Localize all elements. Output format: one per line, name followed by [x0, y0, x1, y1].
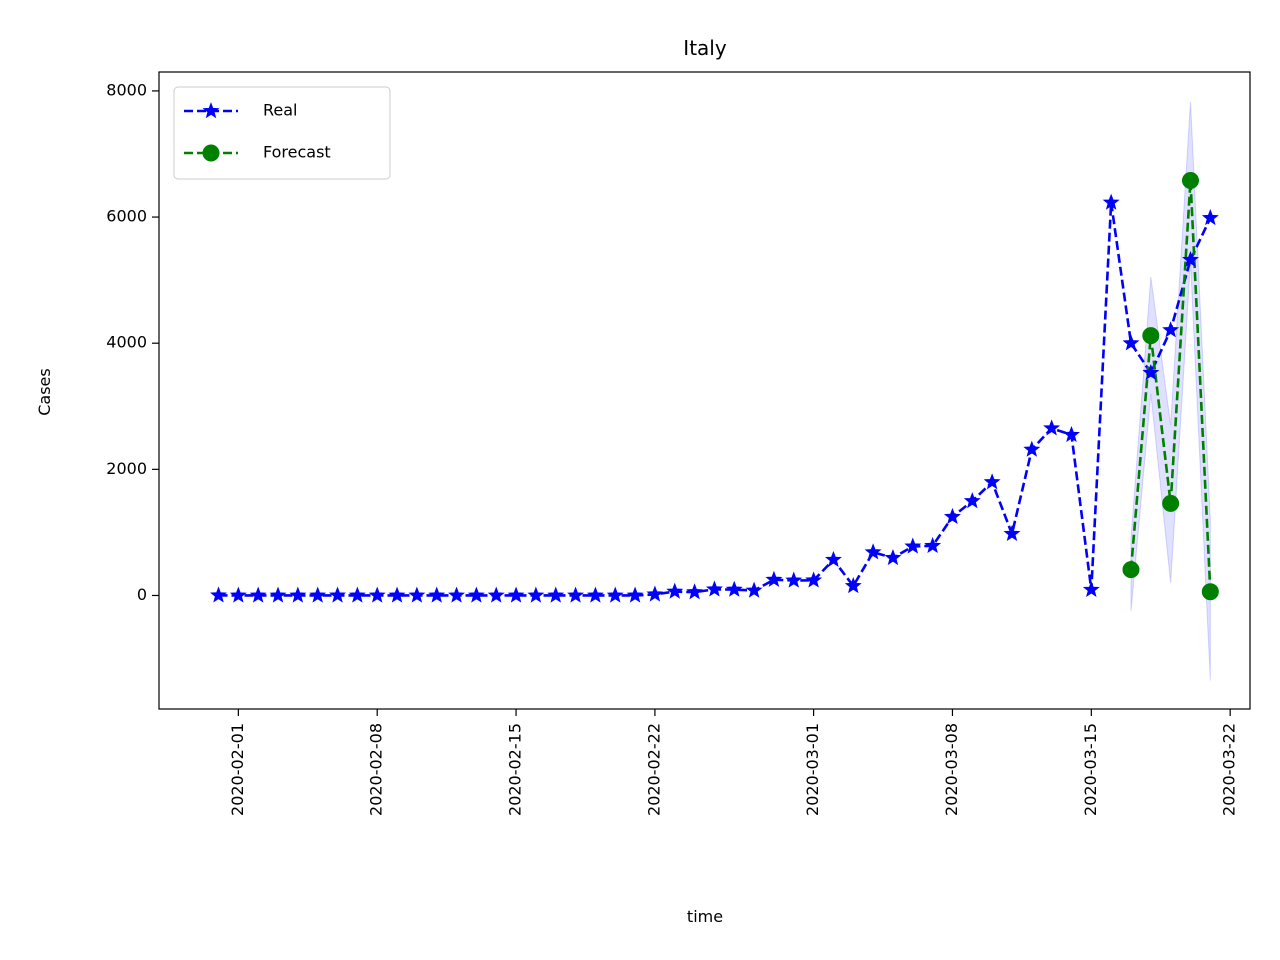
data-point-real — [1201, 209, 1219, 226]
y-tick-label: 6000 — [106, 207, 147, 226]
data-point-real — [1182, 250, 1199, 268]
data-point-real — [586, 586, 604, 603]
plot-frame — [158, 71, 1251, 710]
legend-marker-real — [202, 102, 220, 119]
data-point-real — [924, 536, 942, 554]
series-markers-layer — [210, 171, 1219, 603]
x-tick-label: 2020-02-08 — [367, 723, 386, 816]
data-point-real — [408, 586, 426, 603]
data-point-real — [666, 582, 684, 599]
data-point-real — [567, 586, 585, 603]
data-point-real — [487, 586, 505, 603]
data-point-real — [507, 586, 525, 603]
data-point-real — [943, 507, 961, 525]
data-point-real — [249, 586, 267, 603]
data-point-real — [725, 580, 743, 597]
data-point-real — [1162, 321, 1180, 338]
data-point-real — [983, 473, 1001, 490]
data-point-real — [1043, 419, 1061, 436]
x-tick-label: 2020-03-08 — [942, 723, 961, 816]
y-tick-label: 4000 — [106, 333, 147, 352]
data-point-real — [348, 586, 366, 603]
y-tick-label: 2000 — [106, 459, 147, 478]
x-tick-label: 2020-03-01 — [803, 723, 822, 816]
legend: Real Forecast — [173, 86, 391, 180]
forecast-interval-band — [1130, 101, 1211, 681]
data-point-real — [626, 586, 644, 603]
data-point-real — [329, 586, 346, 603]
data-point-real — [606, 586, 624, 603]
x-tick-label: 2020-02-01 — [228, 723, 247, 816]
data-point-forecast — [1181, 171, 1199, 189]
data-point-forecast — [1142, 327, 1160, 345]
y-tick-label: 0 — [137, 585, 147, 604]
y-axis-ticks: 0 2000 4000 6000 8000 — [106, 80, 159, 604]
x-axis-label: time — [687, 907, 723, 926]
data-point-real — [1063, 425, 1080, 443]
data-point-real — [1142, 363, 1160, 381]
data-point-real — [368, 586, 386, 603]
data-point-real — [210, 586, 227, 603]
data-point-real — [1023, 440, 1041, 457]
data-point-real — [686, 583, 704, 600]
chart-title: Italy — [683, 36, 727, 60]
data-point-real — [963, 492, 981, 509]
data-point-real — [467, 586, 485, 603]
data-point-real — [765, 570, 783, 587]
data-point-real — [547, 586, 565, 603]
legend-label-forecast: Forecast — [263, 143, 331, 162]
data-point-real — [705, 580, 723, 597]
forecast-interval-layer — [1130, 101, 1211, 681]
data-point-real — [388, 586, 406, 603]
data-point-real — [805, 571, 823, 588]
data-point-forecast — [1162, 494, 1180, 512]
x-tick-label: 2020-02-15 — [506, 723, 525, 816]
data-point-real — [844, 577, 862, 594]
data-point-real — [864, 543, 882, 560]
data-point-real — [1102, 193, 1120, 210]
y-axis-label: Cases — [35, 368, 54, 416]
legend-marker-forecast — [202, 144, 220, 162]
data-point-real — [309, 586, 327, 603]
data-point-real — [785, 571, 803, 588]
data-point-real — [745, 581, 763, 598]
data-point-real — [824, 550, 842, 567]
data-point-real — [1003, 524, 1021, 542]
data-point-forecast — [1122, 561, 1140, 579]
x-tick-label: 2020-03-15 — [1081, 723, 1100, 816]
x-tick-label: 2020-02-22 — [644, 723, 663, 816]
data-point-real — [904, 537, 922, 554]
data-point-real — [289, 586, 307, 603]
data-point-real — [884, 548, 902, 566]
data-point-real — [448, 586, 466, 603]
data-point-real — [646, 585, 664, 602]
data-point-real — [527, 586, 545, 603]
data-point-real — [1122, 334, 1140, 351]
y-tick-label: 8000 — [106, 80, 147, 99]
x-axis-ticks: 2020-02-01 2020-02-08 2020-02-15 2020-02-22… — [228, 709, 1239, 816]
data-point-real — [269, 586, 287, 603]
data-point-forecast — [1201, 583, 1219, 601]
data-point-real — [229, 586, 247, 603]
x-tick-label: 2020-03-22 — [1220, 723, 1239, 816]
data-point-real — [428, 586, 446, 603]
legend-label-real: Real — [263, 101, 298, 120]
data-point-real — [1082, 580, 1100, 598]
